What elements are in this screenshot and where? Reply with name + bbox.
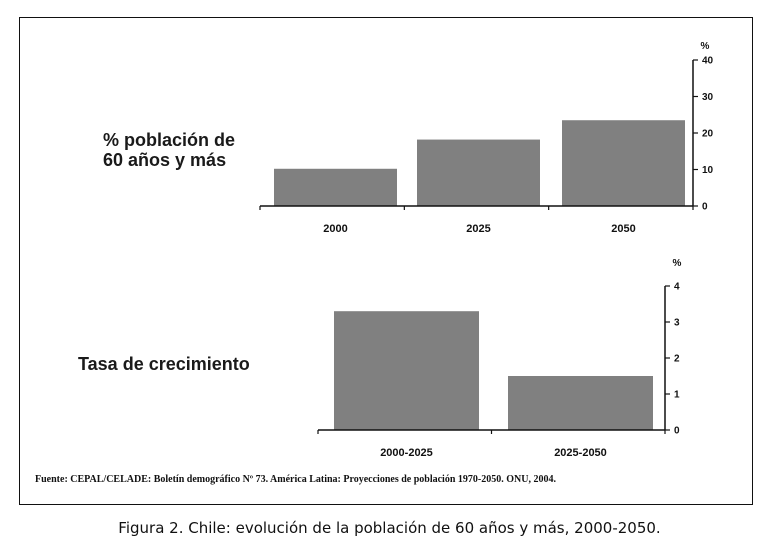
chart1-category-label: 2050 <box>611 223 635 235</box>
chart1-y-tick-label: 30 <box>702 92 714 103</box>
chart2-y-tick-label: 1 <box>674 390 680 401</box>
source-note: Fuente: CEPAL/CELADE: Boletín demográfic… <box>35 474 556 485</box>
chart2-y-tick-label: 0 <box>674 426 680 437</box>
chart2-y-tick-label: 3 <box>674 318 680 329</box>
chart2-y-tick-label: 4 <box>674 282 680 293</box>
chart1-bar-2050 <box>562 120 685 206</box>
chart1-category-label: 2000 <box>323 223 347 235</box>
chart2-unit-label: % <box>673 258 682 269</box>
chart2-bar-2000-2025 <box>334 311 479 430</box>
chart1-category-label: 2025 <box>466 223 490 235</box>
panel1-title: % población de 60 años y más <box>103 130 236 170</box>
chart1-unit-label: % <box>701 41 710 52</box>
chart2-category-label: 2000-2025 <box>380 447 433 459</box>
chart2-y-tick-label: 2 <box>674 354 680 365</box>
chart1-bar-2025 <box>417 139 540 206</box>
chart1-y-tick-label: 20 <box>702 129 714 140</box>
chart2-category-label: 2025-2050 <box>554 447 607 459</box>
panel2-title: Tasa de crecimiento <box>78 354 250 374</box>
chart1-y-tick-label: 40 <box>702 56 714 67</box>
chart1-bar-2000 <box>274 168 397 206</box>
figure-caption: Figura 2. Chile: evolución de la poblaci… <box>118 519 661 537</box>
chart2-bar-2025-2050 <box>508 376 653 430</box>
chart1-y-tick-label: 0 <box>702 202 708 213</box>
chart1-y-tick-label: 10 <box>702 165 714 176</box>
figure-frame <box>19 17 753 505</box>
